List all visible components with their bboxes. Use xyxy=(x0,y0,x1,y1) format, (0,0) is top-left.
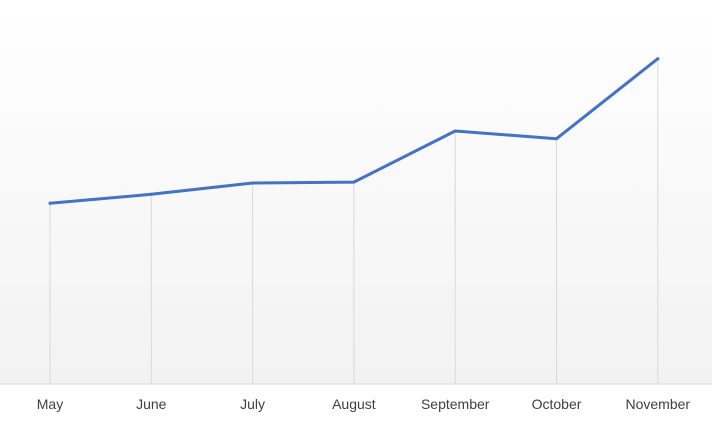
data-point-july xyxy=(251,181,255,185)
data-point-may xyxy=(48,201,52,205)
x-tick-label: June xyxy=(136,396,167,412)
x-tick-label: August xyxy=(332,396,376,412)
data-point-september xyxy=(453,129,457,133)
x-tick-labels: May June July August September October Novembe… xyxy=(37,396,691,412)
data-point-june xyxy=(149,192,153,196)
x-tick-label: October xyxy=(532,396,582,412)
x-tick-label: November xyxy=(626,396,691,412)
series-group xyxy=(48,57,660,205)
plot-background xyxy=(0,0,712,384)
x-tick-label: May xyxy=(37,396,63,412)
drop-lines xyxy=(49,58,659,384)
x-tick-label: July xyxy=(240,396,265,412)
data-point-october xyxy=(555,137,558,141)
data-point-august xyxy=(352,180,356,184)
x-tick-label: September xyxy=(421,396,490,412)
data-point-november xyxy=(656,57,660,61)
